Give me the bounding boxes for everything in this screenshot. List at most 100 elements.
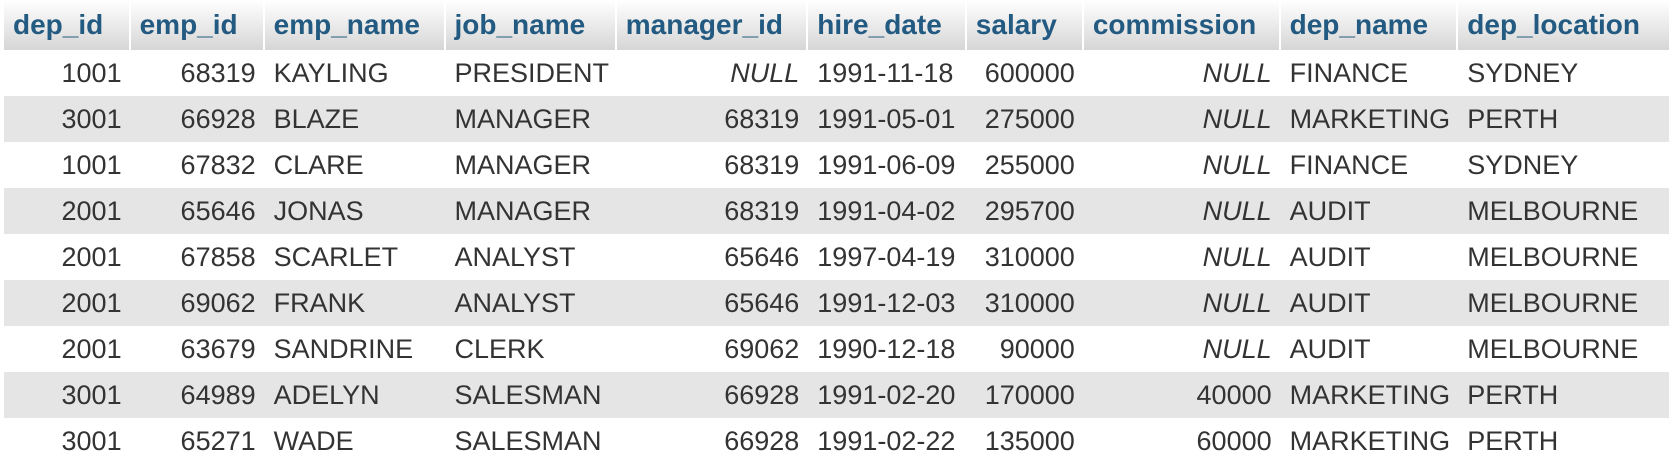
null-cell: NULL — [1083, 96, 1281, 142]
cell-dep-name: AUDIT — [1280, 188, 1459, 234]
cell-hire-date: 1991-12-03 — [808, 280, 967, 326]
cell-emp-id: 65646 — [130, 188, 265, 234]
cell-emp-name: SCARLET — [264, 234, 446, 280]
cell-emp-name: CLARE — [264, 142, 446, 188]
cell-dep-location: MELBOURNE — [1458, 188, 1669, 234]
cell-manager-id: 68319 — [616, 96, 809, 142]
null-cell: NULL — [1083, 280, 1281, 326]
cell-dep-name: FINANCE — [1280, 50, 1459, 96]
table-row[interactable]: 1001 68319 KAYLING PRESIDENT NULL 1991-11-18 6… — [4, 50, 1669, 96]
cell-dep-name: MARKETING — [1280, 96, 1459, 142]
null-cell: NULL — [1083, 142, 1281, 188]
cell-hire-date: 1990-12-18 — [808, 326, 967, 372]
cell-dep-location: PERTH — [1458, 96, 1669, 142]
column-header-dep-id[interactable]: dep_id — [4, 0, 131, 50]
cell-emp-name: WADE — [264, 418, 446, 464]
column-header-dep-location[interactable]: dep_location — [1458, 0, 1669, 50]
cell-hire-date: 1991-02-20 — [808, 372, 967, 418]
cell-dep-location: PERTH — [1458, 372, 1669, 418]
cell-job-name: SALESMAN — [445, 372, 617, 418]
cell-hire-date: 1991-05-01 — [808, 96, 967, 142]
cell-emp-name: ADELYN — [264, 372, 446, 418]
column-header-job-name[interactable]: job_name — [445, 0, 617, 50]
cell-dep-name: MARKETING — [1280, 418, 1459, 464]
cell-emp-id: 67858 — [130, 234, 265, 280]
null-cell: NULL — [1083, 188, 1281, 234]
column-header-dep-name[interactable]: dep_name — [1280, 0, 1459, 50]
cell-dep-location: PERTH — [1458, 418, 1669, 464]
cell-emp-name: BLAZE — [264, 96, 446, 142]
cell-emp-id: 64989 — [130, 372, 265, 418]
column-header-emp-name[interactable]: emp_name — [264, 0, 446, 50]
cell-hire-date: 1991-04-02 — [808, 188, 967, 234]
cell-dep-name: MARKETING — [1280, 372, 1459, 418]
cell-emp-name: KAYLING — [264, 50, 446, 96]
cell-manager-id: 66928 — [616, 372, 809, 418]
cell-dep-id: 3001 — [4, 372, 131, 418]
cell-dep-id: 1001 — [4, 50, 131, 96]
cell-job-name: CLERK — [445, 326, 617, 372]
cell-salary: 310000 — [966, 280, 1084, 326]
cell-dep-location: SYDNEY — [1458, 50, 1669, 96]
cell-dep-id: 2001 — [4, 280, 131, 326]
cell-dep-id: 3001 — [4, 96, 131, 142]
cell-manager-id: 65646 — [616, 234, 809, 280]
table-header-row: dep_id emp_id emp_name job_name manager_id hi… — [4, 0, 1669, 50]
cell-dep-name: AUDIT — [1280, 280, 1459, 326]
cell-emp-name: JONAS — [264, 188, 446, 234]
cell-dep-location: MELBOURNE — [1458, 234, 1669, 280]
table-row[interactable]: 2001 67858 SCARLET ANALYST 65646 1997-04-19 31… — [4, 234, 1669, 280]
cell-dep-name: FINANCE — [1280, 142, 1459, 188]
cell-manager-id: 65646 — [616, 280, 809, 326]
cell-hire-date: 1991-02-22 — [808, 418, 967, 464]
table-row[interactable]: 2001 63679 SANDRINE CLERK 69062 1990-12-18 900… — [4, 326, 1669, 372]
cell-manager-id: 68319 — [616, 142, 809, 188]
cell-job-name: ANALYST — [445, 234, 617, 280]
column-header-salary[interactable]: salary — [966, 0, 1084, 50]
table-body: 1001 68319 KAYLING PRESIDENT NULL 1991-11-18 6… — [4, 50, 1669, 464]
cell-emp-id: 69062 — [130, 280, 265, 326]
cell-dep-location: SYDNEY — [1458, 142, 1669, 188]
cell-job-name: ANALYST — [445, 280, 617, 326]
cell-salary: 170000 — [966, 372, 1084, 418]
cell-dep-id: 3001 — [4, 418, 131, 464]
cell-salary: 600000 — [966, 50, 1084, 96]
cell-hire-date: 1997-04-19 — [808, 234, 967, 280]
cell-salary: 135000 — [966, 418, 1084, 464]
cell-hire-date: 1991-11-18 — [808, 50, 967, 96]
cell-dep-location: MELBOURNE — [1458, 280, 1669, 326]
column-header-emp-id[interactable]: emp_id — [130, 0, 265, 50]
table-row[interactable]: 3001 65271 WADE SALESMAN 66928 1991-02-22 1350… — [4, 418, 1669, 464]
cell-dep-id: 2001 — [4, 326, 131, 372]
cell-emp-id: 66928 — [130, 96, 265, 142]
null-cell: NULL — [1083, 326, 1281, 372]
cell-dep-id: 2001 — [4, 188, 131, 234]
table-row[interactable]: 3001 64989 ADELYN SALESMAN 66928 1991-02-20 17… — [4, 372, 1669, 418]
null-cell: NULL — [616, 50, 809, 96]
cell-dep-id: 1001 — [4, 142, 131, 188]
query-result-panel: dep_id emp_id emp_name job_name manager_id hi… — [4, 0, 1669, 464]
table-row[interactable]: 1001 67832 CLARE MANAGER 68319 1991-06-09 2550… — [4, 142, 1669, 188]
cell-emp-id: 63679 — [130, 326, 265, 372]
cell-salary: 255000 — [966, 142, 1084, 188]
query-result-table: dep_id emp_id emp_name job_name manager_id hi… — [4, 0, 1669, 464]
cell-emp-name: SANDRINE — [264, 326, 446, 372]
table-row[interactable]: 3001 66928 BLAZE MANAGER 68319 1991-05-01 2750… — [4, 96, 1669, 142]
table-row[interactable]: 2001 69062 FRANK ANALYST 65646 1991-12-03 3100… — [4, 280, 1669, 326]
cell-manager-id: 66928 — [616, 418, 809, 464]
column-header-commission[interactable]: commission — [1083, 0, 1281, 50]
column-header-manager-id[interactable]: manager_id — [616, 0, 809, 50]
column-header-hire-date[interactable]: hire_date — [808, 0, 967, 50]
cell-job-name: MANAGER — [445, 188, 617, 234]
table-row[interactable]: 2001 65646 JONAS MANAGER 68319 1991-04-02 2957… — [4, 188, 1669, 234]
cell-dep-name: AUDIT — [1280, 234, 1459, 280]
cell-dep-location: MELBOURNE — [1458, 326, 1669, 372]
cell-dep-id: 2001 — [4, 234, 131, 280]
null-cell: NULL — [1083, 50, 1281, 96]
cell-emp-id: 68319 — [130, 50, 265, 96]
null-cell: NULL — [1083, 234, 1281, 280]
cell-job-name: MANAGER — [445, 142, 617, 188]
cell-salary: 295700 — [966, 188, 1084, 234]
cell-hire-date: 1991-06-09 — [808, 142, 967, 188]
cell-manager-id: 68319 — [616, 188, 809, 234]
